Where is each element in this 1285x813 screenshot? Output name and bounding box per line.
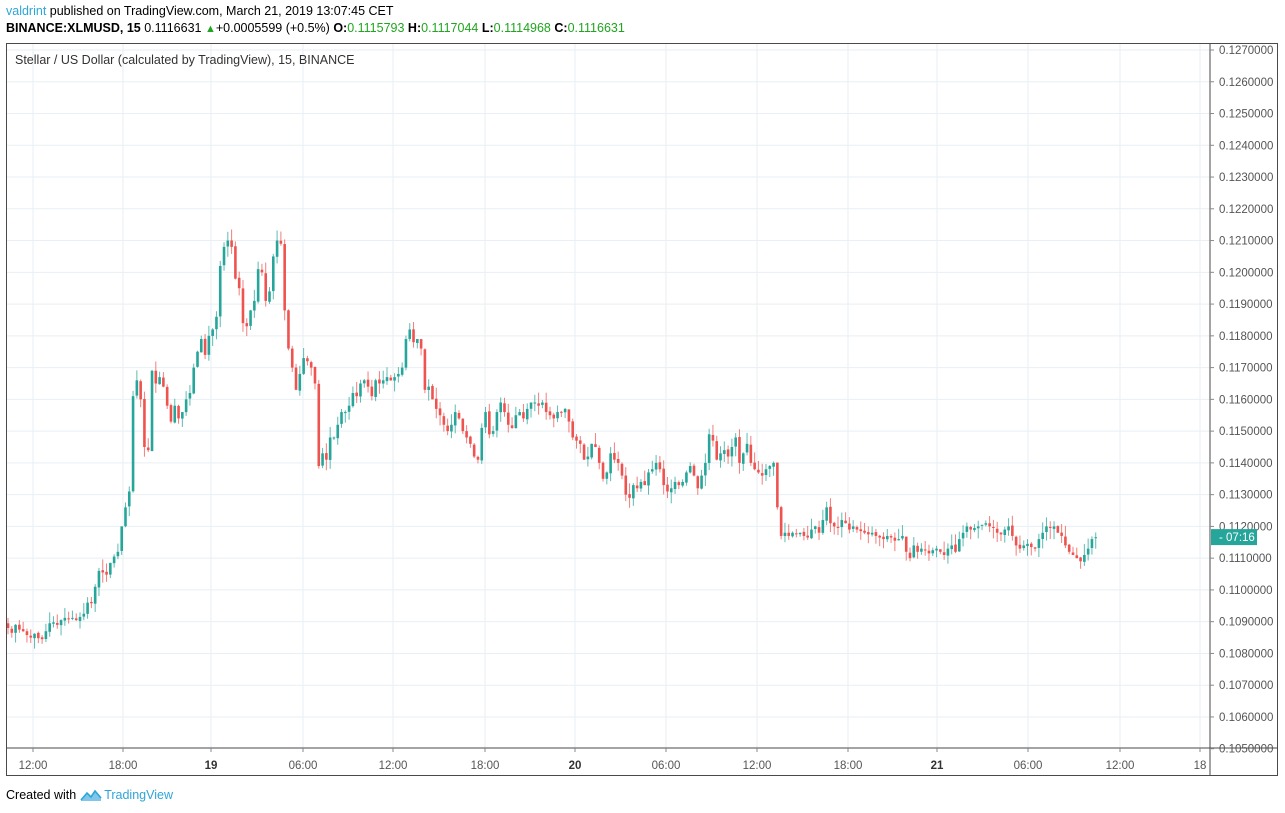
close-label: C: — [554, 21, 568, 35]
svg-text:- 07:16: - 07:16 — [1219, 532, 1255, 544]
time-tick-label: 12:00 — [1106, 760, 1135, 772]
time-tick-label: 21 — [931, 760, 944, 772]
price-tick-label: 0.1230000 — [1219, 172, 1273, 184]
author-link[interactable]: valdrint — [6, 4, 47, 18]
price-tick-label: 0.1250000 — [1219, 109, 1273, 121]
created-with-text: Created with — [6, 788, 77, 802]
time-tick-label: 20 — [569, 760, 582, 772]
price-tick-label: 0.1240000 — [1219, 140, 1273, 152]
time-tick-label: 06:00 — [1014, 760, 1043, 772]
price-tick-label: 0.1190000 — [1219, 299, 1273, 311]
price-change: +0.0005599 (+0.5%) — [215, 21, 330, 35]
price-tick-label: 0.1220000 — [1219, 204, 1273, 216]
up-triangle-icon: ▲ — [204, 23, 216, 35]
price-tick-label: 0.1150000 — [1219, 426, 1273, 438]
open-label: O: — [333, 21, 348, 35]
time-tick-label: 18:00 — [109, 760, 138, 772]
price-tick-label: 0.1090000 — [1219, 617, 1273, 629]
close-value: 0.1116631 — [567, 21, 625, 35]
time-tick-label: 06:00 — [289, 760, 318, 772]
low-value: 0.1114968 — [493, 21, 551, 35]
price-tick-label: 0.1130000 — [1219, 490, 1273, 502]
grid — [7, 44, 1210, 748]
price-tick-label: 0.1110000 — [1219, 553, 1272, 565]
price-tick-label: 0.1060000 — [1219, 712, 1273, 724]
price-tick-label: 0.1080000 — [1219, 648, 1273, 660]
time-tick-label: 18:00 — [834, 760, 863, 772]
tradingview-link[interactable]: TradingView — [104, 788, 173, 802]
price-axis[interactable]: 0.1270000 0.1260000 0.1250000 0.1240000 0.12… — [1210, 45, 1273, 756]
price-tick-label: 0.1160000 — [1219, 394, 1273, 406]
time-axis[interactable]: 12:00 18:00 19 06:00 12:00 18:00 20 06:00 12:00 1… — [19, 748, 1207, 772]
price-tick-label: 0.1170000 — [1219, 363, 1273, 375]
symbol-label: BINANCE:XLMUSD, 15 — [6, 21, 141, 35]
open-value: 0.1115793 — [347, 21, 405, 35]
time-tick-label: 12:00 — [379, 760, 408, 772]
price-tick-label: 0.1200000 — [1219, 267, 1273, 279]
high-label: H: — [407, 21, 422, 35]
price-tick-label: 0.1180000 — [1219, 331, 1273, 343]
time-tick-label: 18:00 — [471, 760, 500, 772]
published-text: published on TradingView.com, March 21, … — [46, 4, 394, 18]
time-tick-label: 06:00 — [652, 760, 681, 772]
price-tick-label: 0.1100000 — [1219, 585, 1273, 597]
price-tick-label: 0.1270000 — [1219, 45, 1273, 57]
time-tick-label: 12:00 — [19, 760, 48, 772]
time-tick-label: 18 — [1194, 760, 1207, 772]
chart-legend-title: Stellar / US Dollar (calculated by Tradi… — [15, 53, 355, 67]
time-tick-label: 12:00 — [743, 760, 772, 772]
symbol-info: BINANCE:XLMUSD, 15 0.1116631 ▲+0.0005599… — [6, 21, 625, 35]
price-tick-label: 0.1260000 — [1219, 77, 1273, 89]
price-tick-label: 0.1210000 — [1219, 236, 1273, 248]
chart-frame — [6, 43, 1278, 776]
current-price-badge: - 07:16 — [1211, 529, 1257, 546]
low-label: L: — [481, 21, 494, 35]
price-tick-label: 0.1050000 — [1219, 744, 1273, 756]
candles — [6, 229, 1098, 649]
footer: Created with TradingView — [6, 788, 173, 802]
last-price: 0.1116631 — [144, 21, 202, 35]
price-tick-label: 0.1070000 — [1219, 680, 1273, 692]
publish-info: valdrint published on TradingView.com, M… — [6, 4, 394, 18]
price-tick-label: 0.1140000 — [1219, 458, 1273, 470]
tradingview-logo-icon — [80, 789, 102, 801]
time-tick-label: 19 — [205, 760, 218, 772]
high-value: 0.1117044 — [421, 21, 479, 35]
